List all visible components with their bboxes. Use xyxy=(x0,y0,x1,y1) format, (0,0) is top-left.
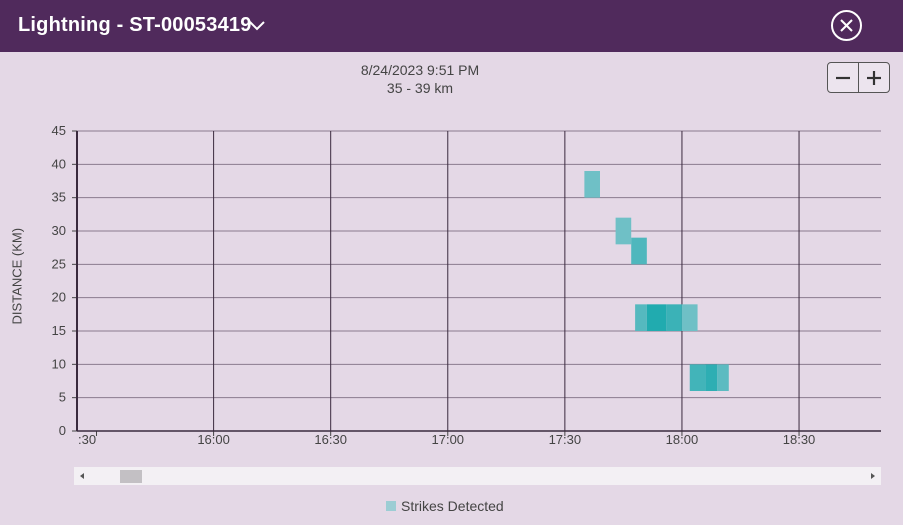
x-tick-label: 16:30 xyxy=(314,432,347,447)
legend-label: Strikes Detected xyxy=(401,498,504,514)
x-tick-label: 18:30 xyxy=(783,432,816,447)
zoom-out-button[interactable] xyxy=(828,63,858,92)
x-tick-label: 17:30 xyxy=(549,432,582,447)
chevron-down-icon[interactable] xyxy=(248,16,266,34)
y-tick-label: 35 xyxy=(52,190,66,205)
y-tick-label: 40 xyxy=(52,156,66,171)
strike-cell xyxy=(681,304,698,331)
scroll-right-icon[interactable] xyxy=(868,471,878,481)
close-icon[interactable] xyxy=(830,9,863,42)
y-tick-label: 5 xyxy=(59,390,66,405)
selected-strike-range: 35 - 39 km xyxy=(386,80,454,96)
strike-cell xyxy=(631,237,647,265)
strike-cell xyxy=(635,304,647,331)
y-tick-label: 45 xyxy=(52,123,66,138)
y-tick-label: 30 xyxy=(52,223,66,238)
x-tick-label: 17:00 xyxy=(432,432,465,447)
titlebar: Lightning - ST-00053419 xyxy=(0,0,903,52)
chart-legend: Strikes Detected xyxy=(386,497,504,515)
strike-cell xyxy=(705,364,718,391)
legend-swatch xyxy=(386,501,396,511)
scrollbar-thumb[interactable] xyxy=(120,470,142,483)
strike-cell xyxy=(666,304,682,331)
plus-icon xyxy=(867,70,881,85)
minus-icon xyxy=(836,76,850,79)
selected-strike-time: 8/24/2023 9:51 PM xyxy=(360,62,480,78)
strike-cell xyxy=(717,364,729,391)
zoom-in-button[interactable] xyxy=(858,63,889,92)
x-tick-label: :30 xyxy=(78,432,96,447)
y-tick-label: 25 xyxy=(52,256,66,271)
strike-cell xyxy=(646,304,667,331)
window-title[interactable]: Lightning - ST-00053419 xyxy=(18,14,252,36)
horizontal-scrollbar[interactable] xyxy=(74,467,881,485)
zoom-control xyxy=(827,62,890,93)
strike-cell xyxy=(584,171,600,198)
strike-cell xyxy=(615,217,632,245)
y-tick-label: 20 xyxy=(52,290,66,305)
strike-chart[interactable]: 0 5 10 15 20 25 30 35 40 45 :30 16:00 16:30 17:00 17:3… xyxy=(0,0,903,460)
y-tick-label: 15 xyxy=(52,323,66,338)
y-tick-label: 0 xyxy=(59,423,66,438)
x-tick-label: 18:00 xyxy=(666,432,699,447)
y-tick-label: 10 xyxy=(52,356,66,371)
x-tick-label: 16:00 xyxy=(197,432,230,447)
strike-cell xyxy=(689,364,706,391)
scroll-left-icon[interactable] xyxy=(77,471,87,481)
